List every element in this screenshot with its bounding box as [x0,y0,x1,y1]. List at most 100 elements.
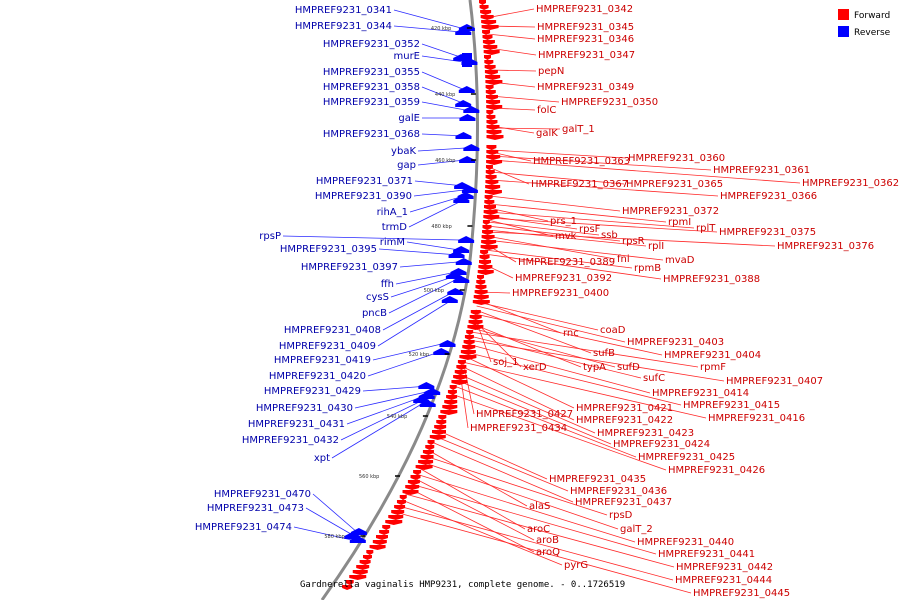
reverse-gene-arrow[interactable] [455,100,472,107]
forward-gene-arrow[interactable] [453,375,468,380]
forward-gene-label[interactable]: sufC [643,373,665,384]
forward-gene-label[interactable]: HMPREF9231_0427 [476,409,573,420]
reverse-gene-arrow[interactable] [455,28,472,35]
forward-gene-arrow[interactable] [479,255,490,260]
forward-gene-arrow[interactable] [345,580,354,585]
forward-gene-label[interactable]: xerD [523,362,547,373]
forward-gene-arrow[interactable] [472,300,490,305]
forward-gene-label[interactable]: HMPREF9231_0416 [708,413,805,424]
reverse-gene-arrow[interactable] [350,528,367,535]
forward-gene-arrow[interactable] [475,285,487,290]
forward-gene-label[interactable]: galK [536,128,558,139]
forward-gene-arrow[interactable] [485,80,503,85]
forward-gene-label[interactable]: HMPREF9231_0372 [622,206,719,217]
reverse-gene-label[interactable]: HMPREF9231_0359 [323,97,420,108]
forward-gene-arrow[interactable] [415,465,433,470]
forward-gene-arrow[interactable] [420,455,434,460]
forward-gene-arrow[interactable] [483,215,500,220]
forward-gene-arrow[interactable] [394,505,406,510]
forward-gene-label[interactable]: HMPREF9231_0376 [777,241,874,252]
forward-gene-label[interactable]: HMPREF9231_0388 [663,274,760,285]
forward-gene-arrow[interactable] [447,390,457,395]
forward-gene-arrow[interactable] [482,35,493,40]
forward-gene-arrow[interactable] [484,190,502,195]
forward-gene-arrow[interactable] [456,365,467,370]
forward-gene-label[interactable]: aroQ [536,547,560,558]
reverse-gene-block[interactable] [462,53,472,67]
forward-gene-arrow[interactable] [480,245,498,250]
forward-gene-arrow[interactable] [454,370,467,375]
forward-gene-label[interactable]: mvaD [665,255,695,266]
forward-gene-label[interactable]: rpsD [609,510,633,521]
forward-gene-arrow[interactable] [396,500,406,505]
forward-gene-label[interactable]: HMPREF9231_0361 [713,165,810,176]
forward-gene-arrow[interactable] [486,145,497,150]
forward-gene-arrow[interactable] [485,175,497,180]
forward-gene-label[interactable]: ssb [601,230,618,241]
reverse-gene-arrow[interactable] [418,382,435,389]
forward-gene-label[interactable]: HMPREF9231_0422 [576,415,673,426]
forward-gene-arrow[interactable] [407,480,420,485]
reverse-gene-label[interactable]: galE [398,113,420,124]
forward-gene-label[interactable]: HMPREF9231_0421 [576,403,673,414]
forward-gene-label[interactable]: galT_1 [562,124,595,135]
reverse-gene-arrow[interactable] [445,272,462,279]
forward-gene-arrow[interactable] [486,130,502,135]
reverse-gene-label[interactable]: HMPREF9231_0408 [284,325,381,336]
forward-gene-arrow[interactable] [484,205,497,210]
forward-gene-arrow[interactable] [486,135,504,140]
reverse-gene-arrow[interactable] [453,246,470,253]
forward-gene-arrow[interactable] [366,550,374,555]
forward-gene-arrow[interactable] [451,380,468,385]
forward-gene-label[interactable]: HMPREF9231_0347 [538,50,635,61]
forward-gene-arrow[interactable] [467,325,484,330]
forward-gene-arrow[interactable] [482,220,490,225]
forward-gene-label[interactable]: soj_1 [493,357,518,368]
forward-gene-arrow[interactable] [440,410,458,415]
forward-gene-arrow[interactable] [481,25,499,30]
forward-gene-arrow[interactable] [349,575,367,580]
forward-gene-label[interactable]: HMPREF9231_0349 [537,82,634,93]
forward-gene-label[interactable]: HMPREF9231_0444 [675,575,772,586]
reverse-gene-label[interactable]: HMPREF9231_0352 [323,39,420,50]
forward-gene-label[interactable]: HMPREF9231_0435 [549,474,646,485]
forward-gene-arrow[interactable] [484,55,492,60]
forward-gene-arrow[interactable] [478,265,493,270]
forward-gene-arrow[interactable] [484,200,495,205]
forward-gene-label[interactable]: rplI [648,241,664,252]
forward-gene-arrow[interactable] [372,540,387,545]
reverse-gene-arrow[interactable] [461,186,478,193]
reverse-gene-arrow[interactable] [447,288,464,295]
forward-gene-label[interactable]: HMPREF9231_0363 [533,156,630,167]
reverse-gene-label[interactable]: HMPREF9231_0430 [256,403,353,414]
forward-gene-arrow[interactable] [382,525,391,530]
forward-gene-arrow[interactable] [466,330,474,335]
forward-gene-arrow[interactable] [413,470,422,475]
forward-gene-label[interactable]: HMPREF9231_0445 [693,588,790,599]
forward-gene-label[interactable]: HMPREF9231_0375 [719,227,816,238]
reverse-gene-label[interactable]: rihA_1 [377,207,408,218]
forward-gene-label[interactable]: HMPREF9231_0350 [561,97,658,108]
reverse-gene-label[interactable]: trmD [382,222,408,233]
reverse-gene-label[interactable]: HMPREF9231_0368 [323,129,420,140]
forward-gene-label[interactable]: sufB [593,348,615,359]
reverse-gene-label[interactable]: HMPREF9231_0409 [279,341,376,352]
reverse-gene-arrow[interactable] [349,536,366,543]
forward-gene-label[interactable]: rnc [563,328,579,339]
forward-gene-arrow[interactable] [482,40,495,45]
reverse-gene-arrow[interactable] [459,156,476,163]
forward-gene-arrow[interactable] [485,90,496,95]
forward-gene-arrow[interactable] [480,10,492,15]
reverse-gene-label[interactable]: murE [393,51,420,62]
forward-gene-arrow[interactable] [486,150,499,155]
forward-gene-label[interactable]: rpsR [622,236,645,247]
reverse-gene-label[interactable]: HMPREF9231_0395 [280,244,377,255]
forward-gene-arrow[interactable] [432,430,446,435]
reverse-gene-arrow[interactable] [463,106,480,113]
forward-gene-arrow[interactable] [399,495,407,500]
reverse-gene-label[interactable]: HMPREF9231_0371 [316,176,413,187]
forward-gene-arrow[interactable] [391,510,405,515]
reverse-gene-label[interactable]: HMPREF9231_0474 [195,522,292,533]
forward-gene-label[interactable]: alaS [529,501,550,512]
reverse-gene-label[interactable]: HMPREF9231_0432 [242,435,339,446]
